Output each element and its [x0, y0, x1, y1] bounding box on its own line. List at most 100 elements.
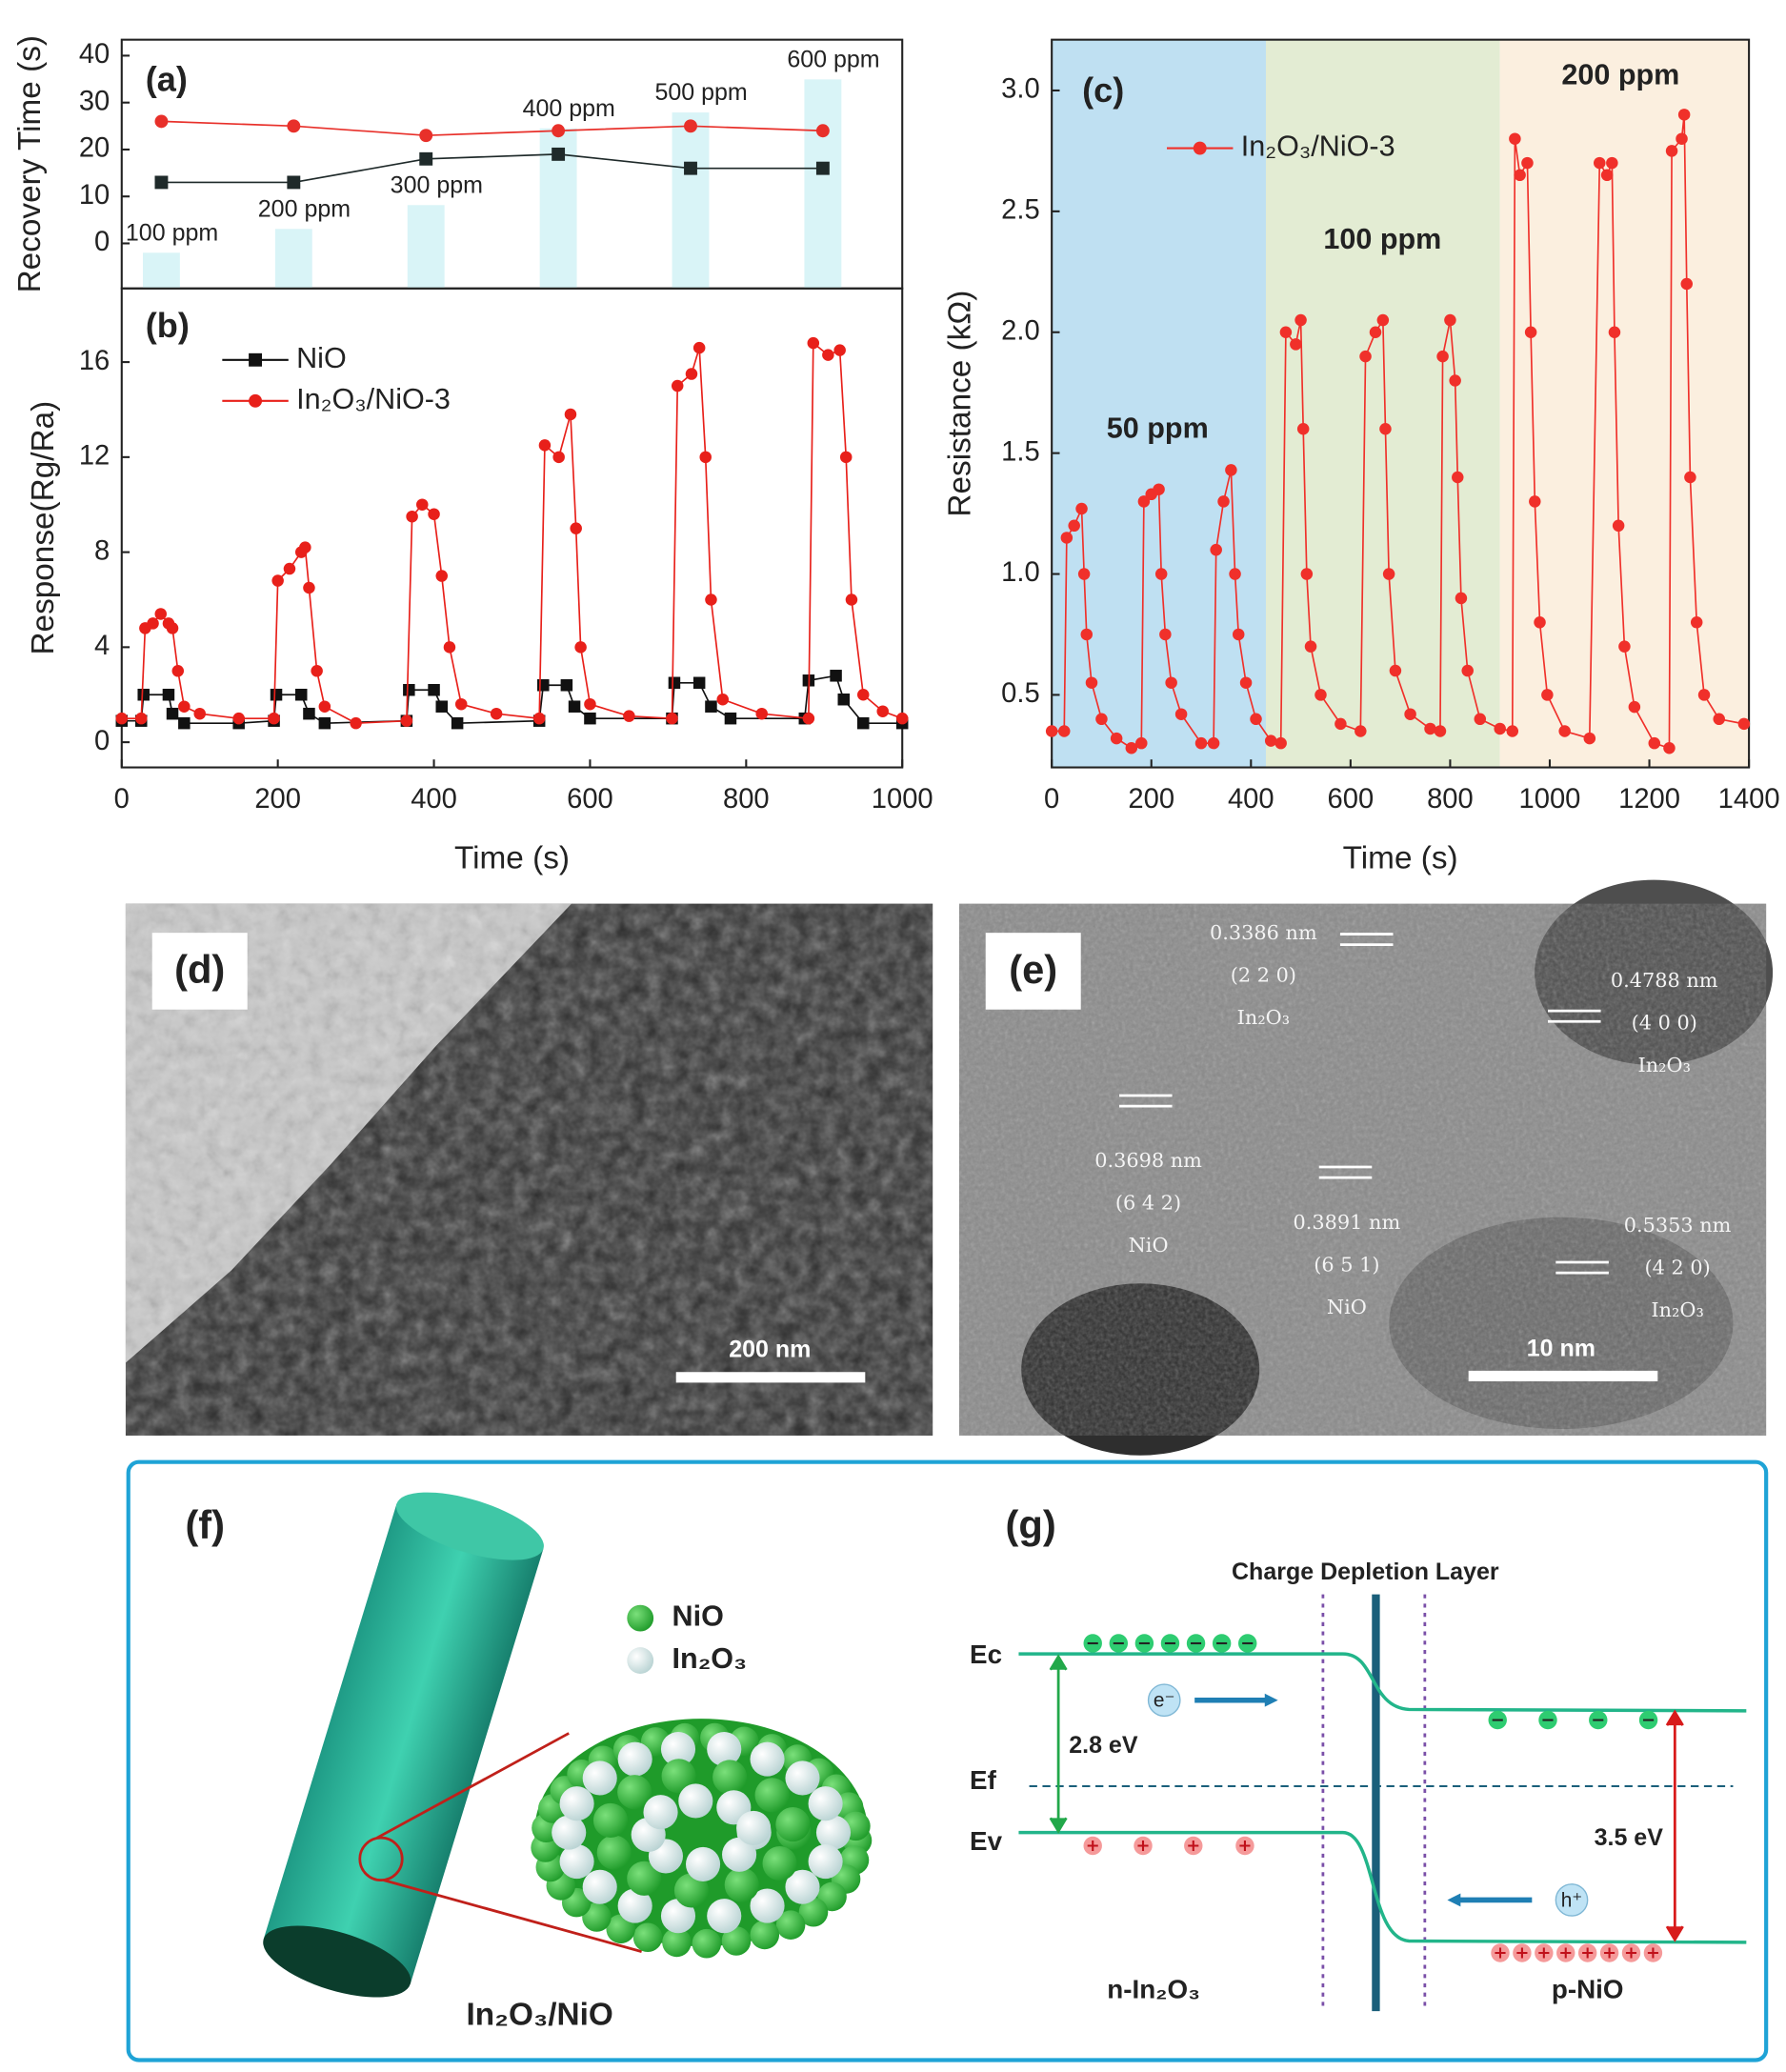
y-axis-label: Resistance (kΩ): [943, 291, 978, 517]
carrier-label: h⁺: [1561, 1889, 1583, 1911]
fringe-plane: (2 2 0): [1231, 964, 1296, 987]
marker: [171, 665, 185, 677]
marker: [443, 641, 456, 654]
marker: [1250, 713, 1262, 726]
in2o3-sphere: [582, 1760, 617, 1796]
y-tick-label: 3.0: [1001, 74, 1040, 105]
plus: [1516, 1947, 1528, 1959]
side-label: p-NiO: [1552, 1975, 1624, 2004]
marker: [1137, 495, 1151, 508]
marker: [1583, 732, 1596, 745]
in2o3-sphere: [736, 1810, 772, 1846]
marker: [1452, 471, 1464, 484]
diagram-title: Charge Depletion Layer: [1232, 1559, 1499, 1585]
marker: [1663, 742, 1676, 754]
marker: [1334, 717, 1347, 731]
marker: [845, 593, 858, 606]
category-band: [804, 79, 842, 289]
marker: [1737, 717, 1751, 731]
category-band: [407, 205, 445, 289]
marker: [833, 344, 846, 356]
fringe-plane: (4 2 0): [1644, 1256, 1710, 1278]
marker: [419, 151, 433, 166]
marker: [1194, 736, 1208, 750]
marker: [857, 716, 870, 730]
nio-sphere: [750, 1920, 780, 1950]
conduction-band: [1018, 1652, 1747, 1713]
marker: [1075, 502, 1088, 515]
gap-label: 2.8 eV: [1069, 1732, 1138, 1759]
marker: [1110, 732, 1123, 745]
fringe-phase: In₂O₃: [1638, 1054, 1691, 1076]
category-label: 100 ppm: [126, 219, 218, 246]
marker: [1436, 350, 1449, 363]
x-tick-label: 200: [1128, 784, 1174, 815]
marker: [684, 119, 697, 133]
marker: [1060, 532, 1074, 544]
x-tick-label: 400: [411, 784, 457, 815]
marker: [350, 716, 362, 730]
marker: [137, 688, 150, 701]
fringe-spacing: 0.3386 nm: [1210, 921, 1317, 944]
arrow-head: [1049, 1654, 1068, 1834]
marker: [552, 451, 565, 464]
marker: [1444, 313, 1456, 327]
marker: [1045, 725, 1058, 737]
y-tick-label: 30: [79, 86, 110, 116]
marker: [1125, 742, 1138, 754]
scale-label: 200 nm: [729, 1337, 811, 1363]
nanotube: [263, 1492, 544, 1998]
series-line: [161, 120, 823, 137]
marker: [403, 684, 415, 696]
marker: [1057, 725, 1071, 737]
plot-frame: [120, 38, 904, 290]
marker: [416, 498, 429, 511]
marker: [1509, 132, 1521, 145]
marker: [154, 175, 169, 190]
arrow-head: [1264, 1693, 1278, 1707]
marker: [1077, 568, 1091, 580]
marker: [1628, 700, 1641, 714]
y-tick-label: 2.0: [1001, 315, 1040, 346]
nio-sphere: [592, 1802, 629, 1838]
marker: [1541, 689, 1554, 701]
caption: In₂O₃/NiO: [467, 1997, 613, 2032]
marker: [815, 161, 830, 175]
electron: [1147, 1683, 1181, 1718]
x-tick-label: 200: [254, 784, 301, 815]
marker: [249, 393, 262, 408]
category-band: [143, 252, 180, 289]
in2o3-sphere: [660, 1899, 696, 1934]
marker: [1300, 568, 1314, 580]
marker: [1314, 689, 1327, 701]
category-label: 200 ppm: [258, 195, 351, 222]
carrier-label: e⁻: [1154, 1690, 1175, 1712]
marker: [1474, 713, 1487, 726]
marker: [1274, 736, 1287, 750]
marker: [574, 641, 587, 654]
gap-label: 3.5 eV: [1595, 1824, 1664, 1851]
marker: [1676, 132, 1688, 145]
plot-frame: [1051, 38, 1751, 769]
panel-f: (f) NiO In₂O₃ In₂O₃/NiO: [185, 1492, 873, 2032]
marker: [154, 608, 167, 620]
marker: [249, 352, 262, 367]
legend-label: In₂O₃: [672, 1642, 748, 1675]
marker: [166, 707, 179, 720]
marker: [685, 368, 698, 380]
nio-sphere: [662, 1927, 692, 1958]
arrow-head: [1447, 1893, 1461, 1907]
marker: [1665, 145, 1678, 157]
marker: [1279, 326, 1293, 338]
legend-label: In₂O₃/NiO-3: [296, 383, 451, 415]
chart: 0 4 8 12 16 0 200 400 600 800 1000 Time (s) Response…: [26, 287, 933, 876]
marker: [1494, 722, 1506, 735]
nio-sphere: [627, 1861, 662, 1896]
nio-sphere: [721, 1926, 752, 1956]
fringe-phase: NiO: [1129, 1234, 1169, 1257]
category-band: [672, 112, 710, 289]
x-tick-label: 0: [1044, 784, 1059, 815]
marker: [815, 124, 830, 138]
marker: [1677, 109, 1691, 121]
marker: [1068, 519, 1080, 533]
